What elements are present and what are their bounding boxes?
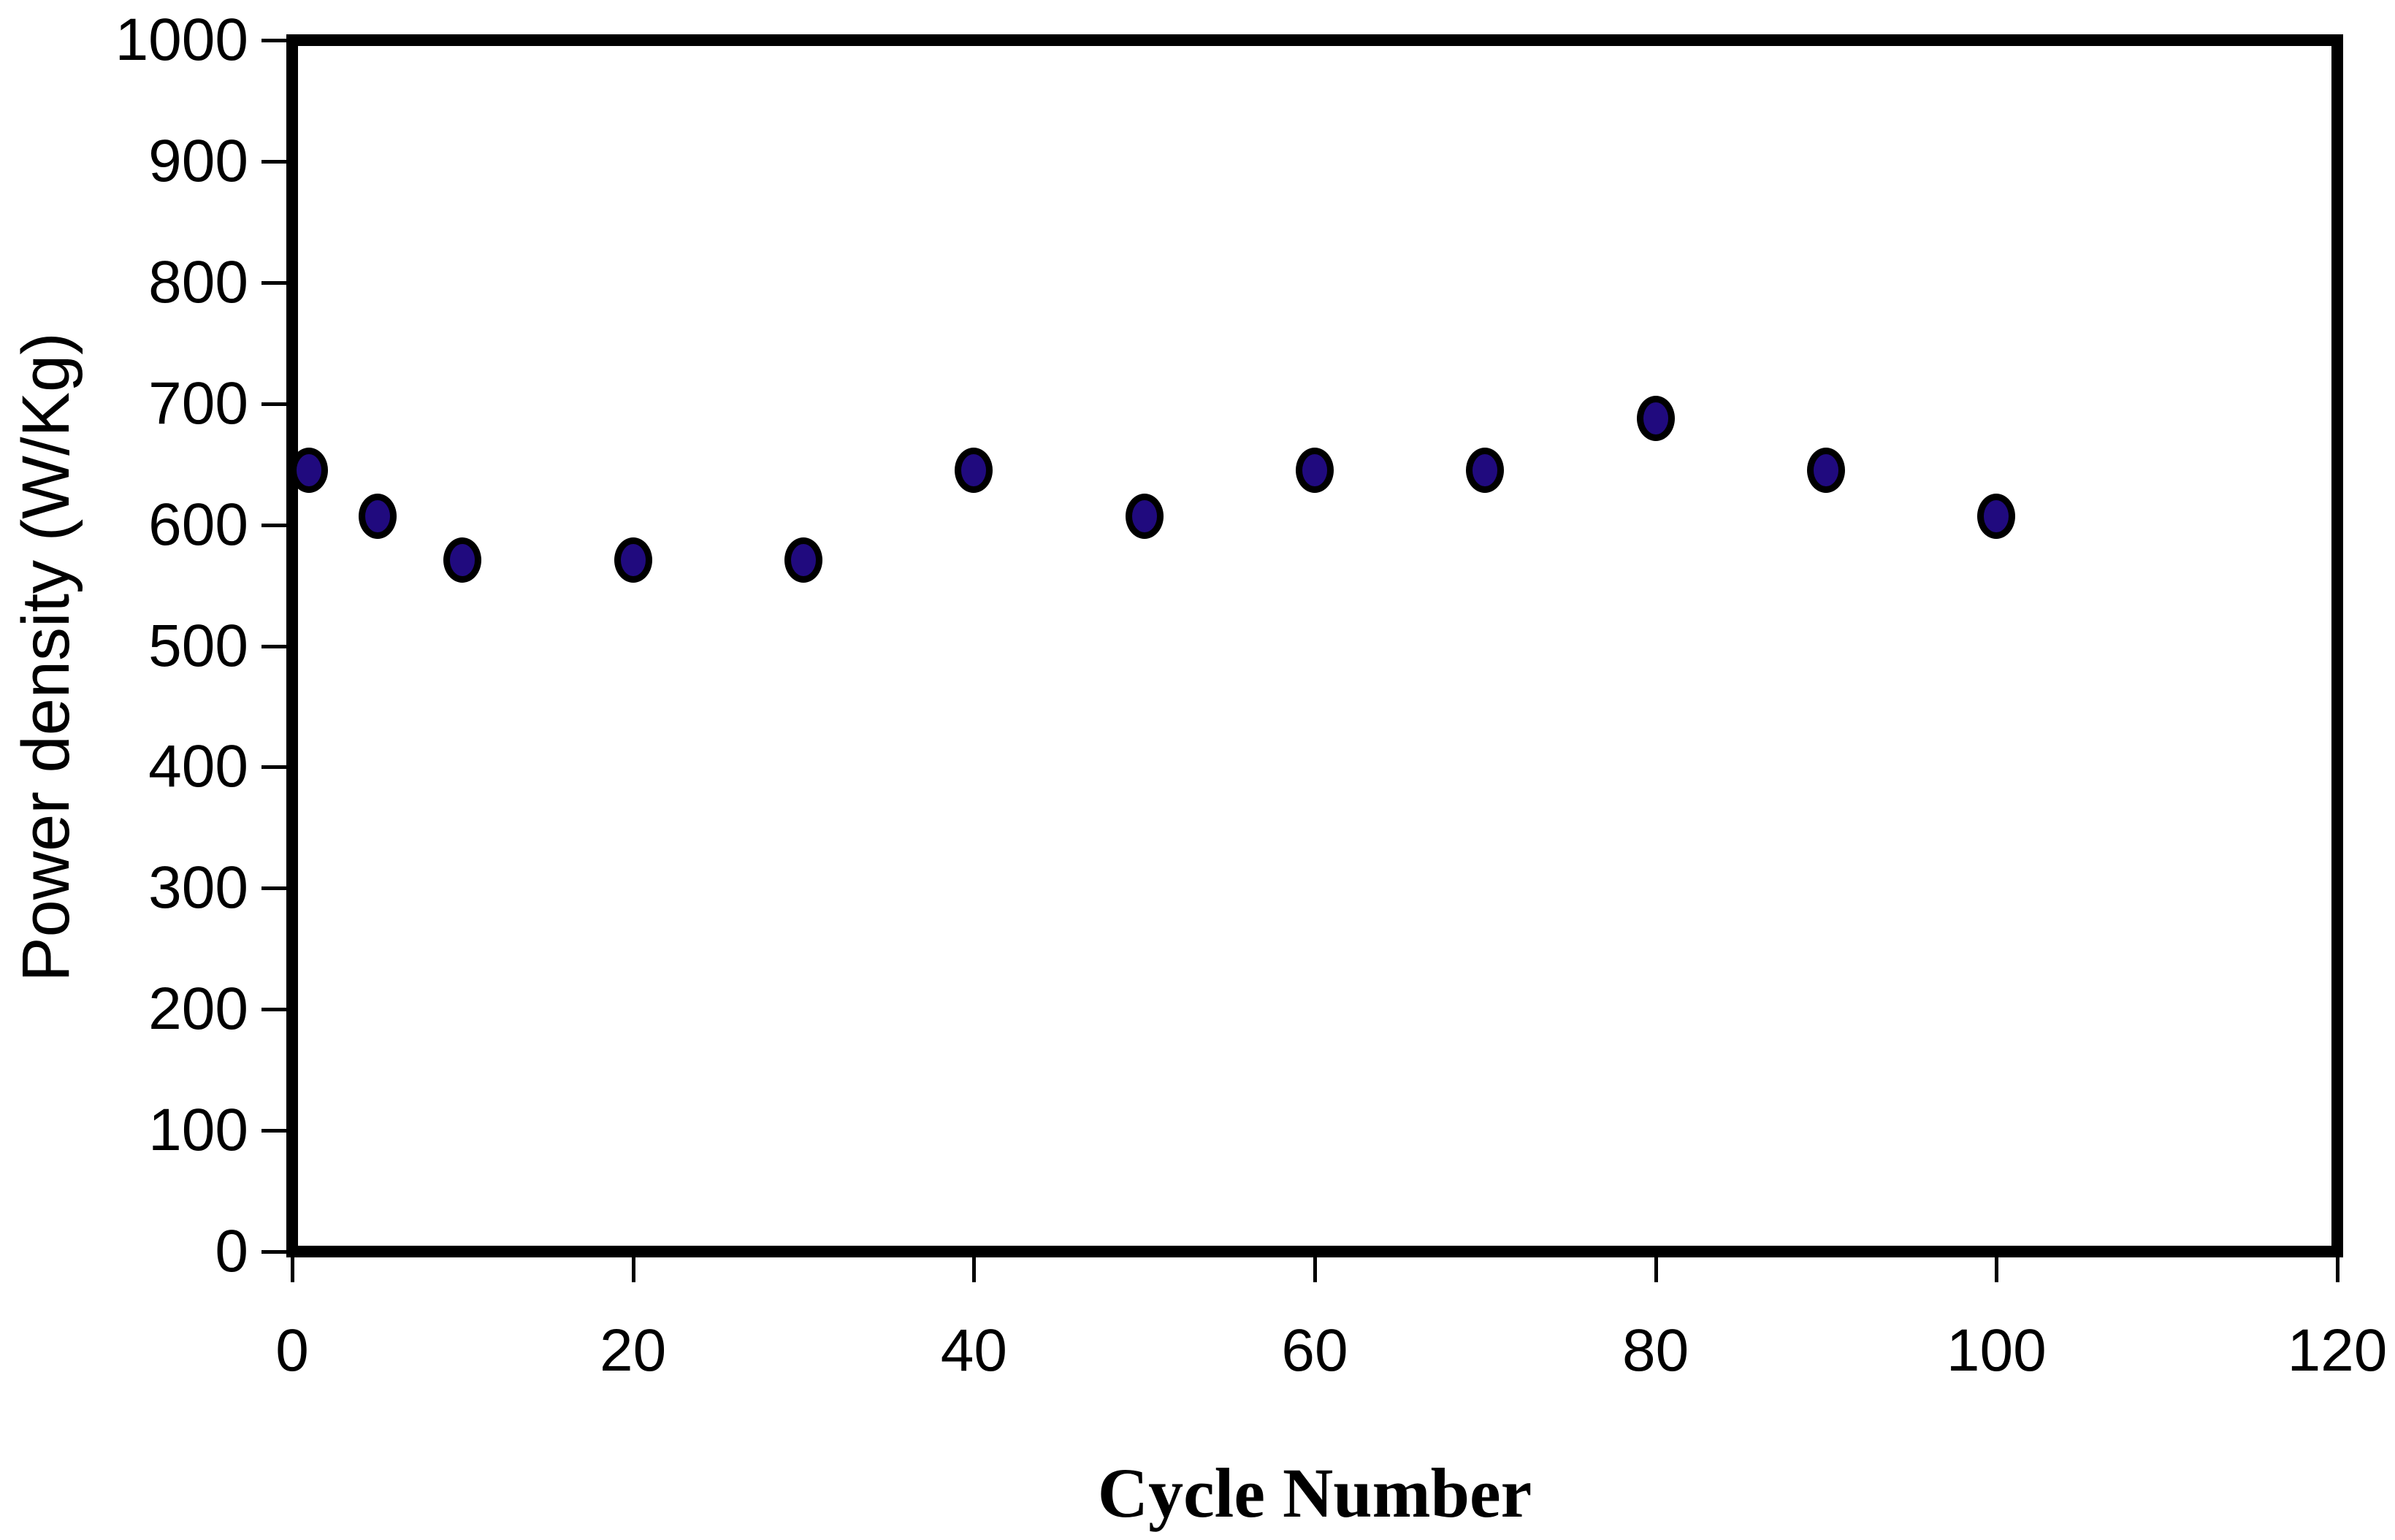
y-tick-label: 600 — [148, 491, 248, 558]
y-tick — [261, 886, 286, 891]
x-axis-title: Cycle Number — [1097, 1454, 1532, 1532]
y-tick — [261, 644, 286, 648]
x-tick-label: 20 — [600, 1317, 667, 1384]
x-tick — [1313, 1257, 1317, 1282]
y-tick — [261, 765, 286, 770]
data-point — [955, 447, 993, 493]
x-tick-label: 120 — [2287, 1317, 2388, 1384]
y-tick — [261, 523, 286, 527]
x-tick-label: 60 — [1281, 1317, 1348, 1384]
y-tick-label: 1000 — [115, 7, 248, 73]
data-point — [1977, 493, 2016, 539]
y-tick-label: 200 — [148, 976, 248, 1043]
x-tick — [291, 1257, 294, 1282]
y-tick-label: 400 — [148, 733, 248, 800]
y-tick-label: 0 — [215, 1218, 248, 1284]
y-tick — [261, 402, 286, 406]
y-tick-label: 800 — [148, 248, 248, 315]
data-point — [1466, 447, 1505, 493]
x-tick-label: 0 — [275, 1317, 309, 1384]
data-point — [443, 537, 482, 583]
y-tick-label: 900 — [148, 127, 248, 194]
data-point — [614, 537, 652, 583]
plot-area — [286, 34, 2343, 1257]
y-tick — [261, 280, 286, 285]
x-tick — [972, 1257, 977, 1282]
x-tick — [1654, 1257, 1658, 1282]
data-point — [1807, 447, 1845, 493]
y-tick — [261, 159, 286, 164]
y-tick — [261, 1008, 286, 1012]
y-tick — [261, 1250, 286, 1254]
data-point — [784, 537, 822, 583]
data-point — [290, 447, 329, 493]
data-point — [358, 493, 397, 539]
y-tick-label: 700 — [148, 369, 248, 437]
data-point — [1125, 493, 1164, 539]
x-tick — [1995, 1257, 1999, 1282]
y-tick-label: 100 — [148, 1097, 248, 1164]
data-point — [1296, 447, 1334, 493]
y-tick — [261, 39, 286, 42]
y-axis-title: Power density (W/Kg) — [9, 332, 83, 982]
x-tick-label: 40 — [940, 1317, 1007, 1384]
y-tick — [261, 1129, 286, 1133]
x-tick — [631, 1257, 635, 1282]
y-tick-label: 300 — [148, 854, 248, 922]
data-point — [1636, 395, 1675, 441]
y-tick-label: 500 — [148, 612, 248, 679]
x-tick — [2336, 1257, 2339, 1282]
x-tick-label: 80 — [1622, 1317, 1689, 1384]
x-tick-label: 100 — [1946, 1317, 2047, 1384]
